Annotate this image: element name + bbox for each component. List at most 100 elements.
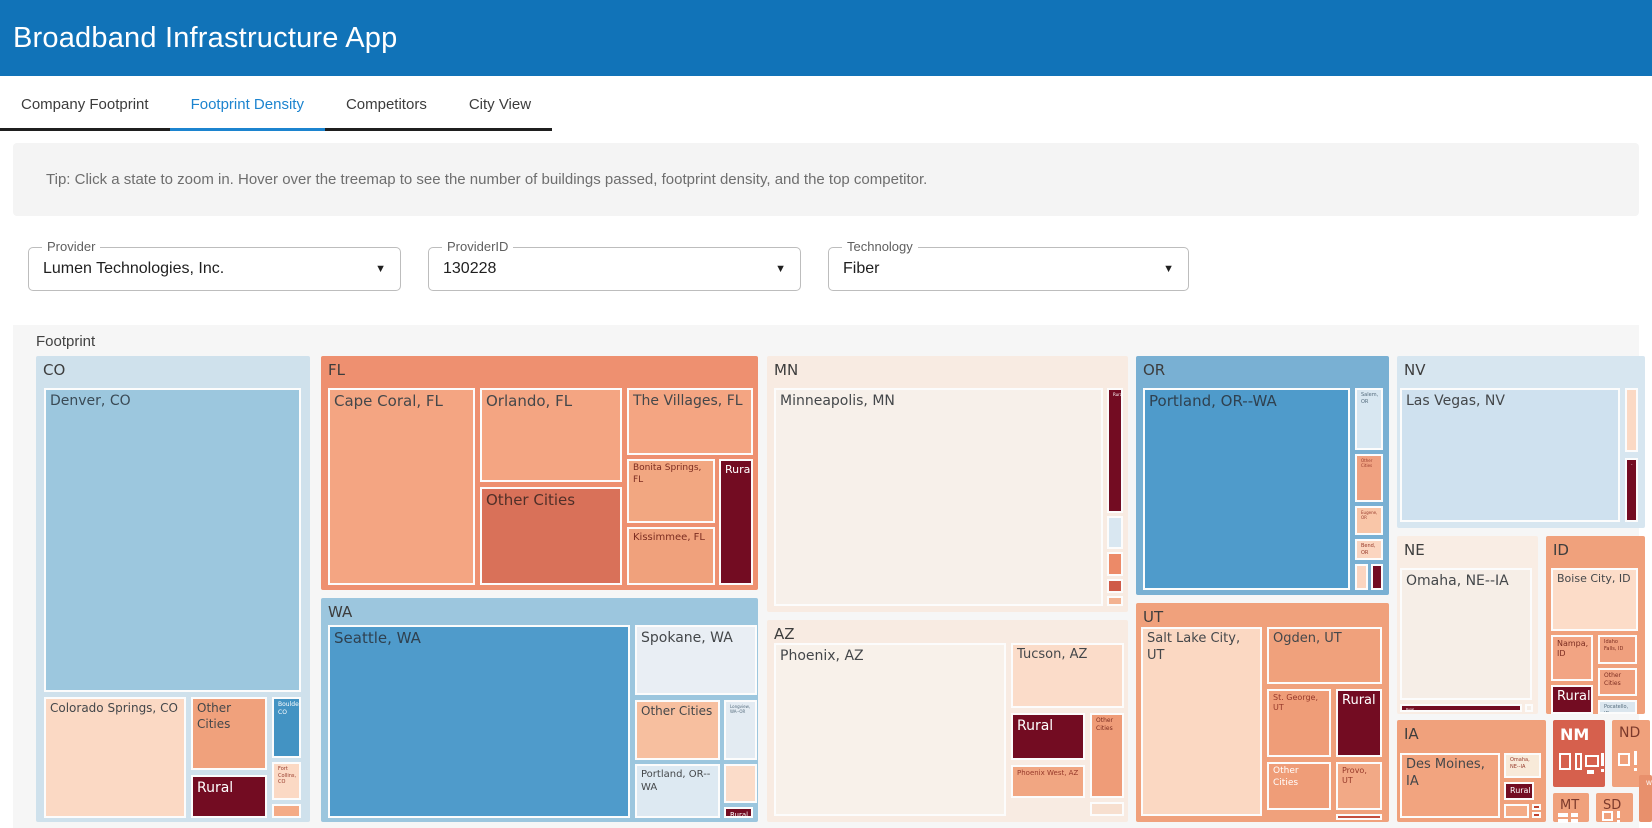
treemap-tile[interactable] [1107,552,1123,576]
provider-id-select[interactable]: ProviderID 130228 ▼ [428,239,801,291]
treemap-tile-rural[interactable]: Rural [1011,713,1085,760]
treemap-tile-seattle-wa[interactable]: Seattle, WA [328,625,630,818]
treemap-tile[interactable] [1107,596,1123,606]
treemap-mini-tile[interactable] [1601,753,1604,766]
treemap-tile[interactable] [1504,804,1529,818]
treemap-mini-tile[interactable] [1617,811,1620,818]
treemap-tile-las-vegas-nv[interactable]: Las Vegas, NV [1400,388,1620,522]
treemap-tile-salt-lake-city-ut[interactable]: Salt Lake City, UT [1141,627,1262,816]
treemap-tile-des-moines-ia[interactable]: Des Moines, IA [1400,753,1500,818]
tab-city-view[interactable]: City View [468,96,532,113]
technology-select-label: Technology [842,239,918,254]
treemap-tile[interactable] [1371,564,1383,590]
treemap-tile-longview-wa-or[interactable]: Longview, WA--OR [724,700,757,760]
treemap-tile-denver-co[interactable]: Denver, CO [44,388,301,692]
treemap-tile-label [1092,804,1122,808]
treemap-mini-tile[interactable] [1585,755,1599,767]
treemap-tile-label: Seattle, WA [334,629,421,647]
tab-footprint-density[interactable]: Footprint Density [169,76,325,131]
treemap-tile-minneapolis-mn[interactable]: Minneapolis, MN [774,388,1103,606]
footprint-panel-title: Footprint [36,333,96,350]
treemap-state-wy[interactable] [1639,775,1652,822]
treemap-tile[interactable] [724,764,757,803]
treemap-tile-[interactable]: - [1625,458,1638,522]
treemap-mini-tile[interactable] [1634,751,1637,765]
tab-company-footprint[interactable]: Company Footprint [21,96,149,113]
treemap-tile[interactable] [1532,804,1541,810]
technology-select[interactable]: Technology Fiber ▼ [828,239,1189,291]
treemap-tile[interactable] [1625,388,1638,452]
treemap-tile[interactable] [272,804,301,818]
treemap-tile-rural[interactable]: Rural [1400,704,1522,712]
treemap-tile-cape-coral-fl[interactable]: Cape Coral, FL [328,388,475,585]
treemap-mini-tile[interactable] [1617,820,1620,823]
treemap-tile-kissimmee-fl[interactable]: Kissimmee, FL [627,527,715,585]
treemap-tile-omaha-ne-ia[interactable]: Omaha, NE--IA [1504,753,1541,778]
treemap-tile-fort-collins-co[interactable]: Fort Collins, CO [272,762,301,800]
treemap-tile-portland-or-wa[interactable]: Portland, OR--WA [1143,388,1350,590]
treemap-tile-colorado-springs-co[interactable]: Colorado Springs, CO [44,697,186,818]
treemap-tile-other-cities[interactable]: Other Cities [191,697,267,770]
treemap-mini-tile[interactable] [1571,813,1578,817]
treemap-state-mt[interactable] [1553,793,1589,822]
treemap-tile-omaha-ne-ia[interactable]: Omaha, NE--IA [1400,568,1532,700]
treemap-tile-nampa-id[interactable]: Nampa, ID [1551,635,1593,681]
treemap-tile-idaho-falls-id[interactable]: Idaho Falls, ID [1598,635,1637,664]
treemap-mini-tile[interactable] [1558,813,1568,817]
treemap-tile-bend-or[interactable]: Bend, OR [1355,539,1383,560]
treemap-tile-orlando-fl[interactable]: Orlando, FL [480,388,622,482]
treemap-tile-other-cities[interactable]: Other Cities [635,700,720,760]
treemap-tile-rural[interactable]: Rural [1336,689,1382,757]
treemap-tile-the-villages-fl[interactable]: The Villages, FL [627,388,753,455]
treemap-tile-rural[interactable]: Rural [191,775,267,818]
treemap-tile-boise-city-id[interactable]: Boise City, ID [1551,568,1638,631]
treemap-mini-tile[interactable] [1559,753,1571,770]
chevron-down-icon[interactable]: ▼ [775,263,786,275]
treemap-tile-st-george-ut[interactable]: St. George, UT [1267,689,1331,757]
treemap-state-label-co: CO [43,361,66,379]
treemap-tile-other-cities[interactable]: Other Cities [480,487,622,585]
treemap-tile-phoenix-az[interactable]: Phoenix, AZ [774,643,1006,816]
chevron-down-icon[interactable]: ▼ [375,263,386,275]
treemap-mini-tile[interactable] [1634,768,1637,771]
treemap-tile-other-cities[interactable]: Other Cities [1355,454,1383,502]
treemap-tile-rural[interactable]: Rural [1107,388,1123,513]
tab-competitors[interactable]: Competitors [345,96,427,113]
treemap-tile-other-cities[interactable]: Other Cities [1267,762,1331,810]
treemap-tile[interactable] [1107,579,1123,593]
treemap-tile-bonita-springs-fl[interactable]: Bonita Springs, FL [627,459,715,523]
treemap-mini-tile[interactable] [1571,819,1578,823]
treemap-tile-boulder-co[interactable]: Boulder, CO [272,697,301,758]
treemap-tile-label: Colorado Springs, CO [50,701,178,715]
treemap-tile-ogden-ut[interactable]: Ogden, UT [1267,627,1382,684]
treemap-mini-tile[interactable] [1575,753,1582,770]
treemap-tile-phoenix-west-az[interactable]: Phoenix West, AZ [1011,765,1085,798]
treemap-tile-other-cities[interactable]: Other Cities [1598,668,1637,696]
provider-select[interactable]: Provider Lumen Technologies, Inc. ▼ [28,239,401,291]
treemap-tile[interactable] [1107,516,1123,549]
treemap-tile-provo-ut[interactable]: Provo, UT [1336,762,1382,810]
treemap-tile-rural[interactable]: Rural [1504,782,1534,800]
treemap-tile-rural[interactable]: Rural [1551,685,1593,714]
treemap-tile-rural[interactable]: Rural [724,807,753,818]
treemap-tile-pocatello-id[interactable]: Pocatello, ID [1598,700,1637,714]
treemap-tile-portland-or-wa[interactable]: Portland, OR--WA [635,764,720,818]
treemap-mini-tile[interactable] [1602,811,1613,821]
treemap-tile-rural[interactable]: Rural [719,459,753,585]
treemap-mini-tile[interactable] [1601,769,1604,772]
treemap-mini-tile[interactable] [1587,770,1594,774]
treemap-tile[interactable] [1532,812,1541,818]
chevron-down-icon[interactable]: ▼ [1163,263,1174,275]
treemap-tile-tucson-az[interactable]: Tucson, AZ [1011,643,1124,708]
treemap-tile-eugene-or[interactable]: Eugene, OR [1355,506,1383,535]
treemap-tile-salem-or[interactable]: Salem, OR [1355,388,1383,450]
treemap-tile[interactable] [1355,564,1368,590]
treemap-tile-other-cities[interactable]: Other Cities [1090,713,1124,798]
treemap-tile[interactable] [1525,704,1533,712]
treemap-tile[interactable] [1336,814,1382,820]
treemap-tile[interactable] [1090,802,1124,816]
treemap-mini-tile[interactable] [1558,819,1568,823]
treemap-mini-tile[interactable] [1618,753,1630,766]
app-bar: Broadband Infrastructure App [0,0,1652,76]
treemap-tile-spokane-wa[interactable]: Spokane, WA [635,625,757,695]
